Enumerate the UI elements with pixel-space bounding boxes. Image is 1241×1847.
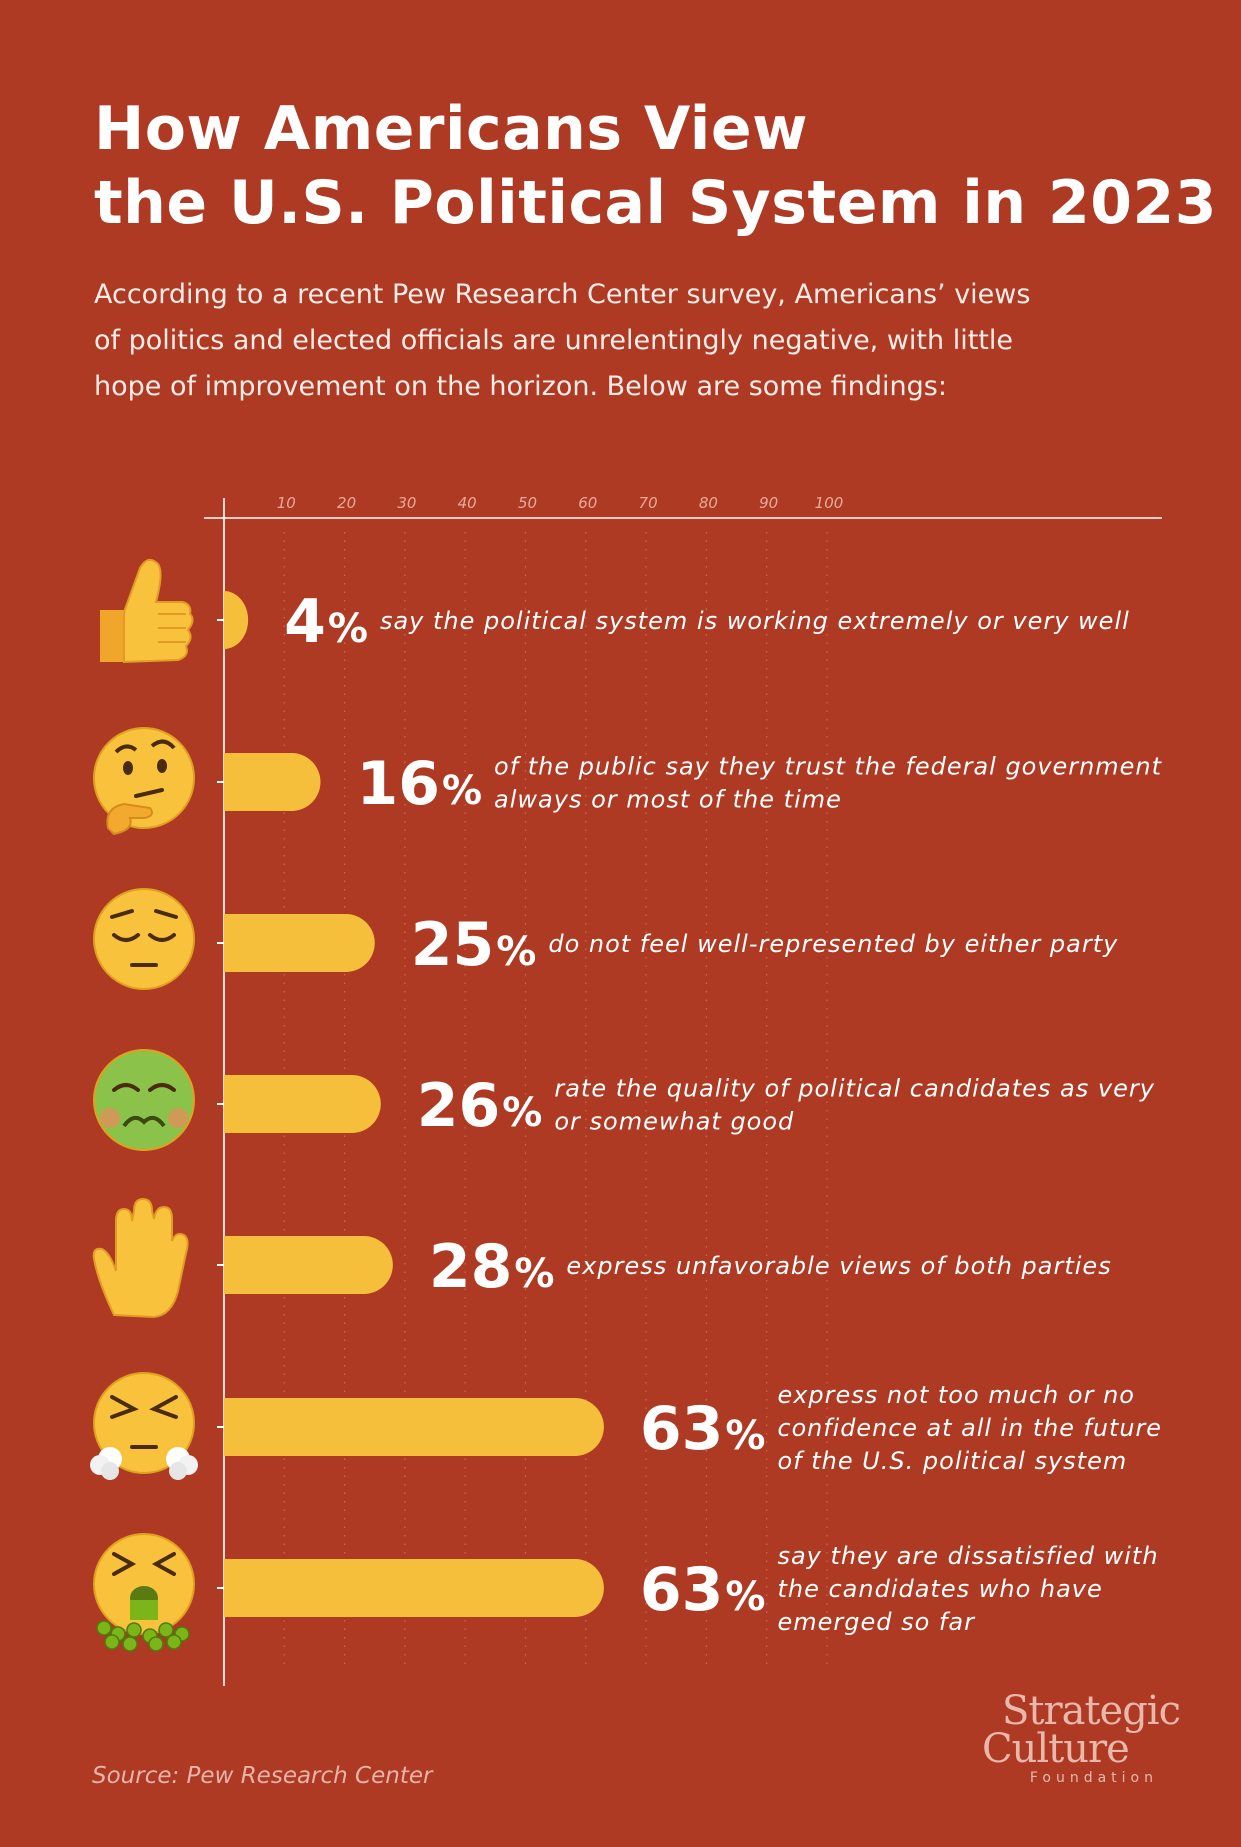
strategic-culture-logo: Strategic Culture Foundation [982,1688,1181,1786]
grid-layer [283,532,828,1666]
row-description: always or most of the time [494,786,842,814]
rows-layer: 4% say the political system is working ex… [90,558,1163,1652]
bar [224,1236,393,1294]
x-tick-label-20: 20 [337,494,356,512]
x-tick-label-50: 50 [518,494,537,512]
vomiting-face-icon [93,1533,195,1652]
bar-row-6: 63% express not too much or no confidence … [90,1372,1162,1480]
row-description: say they are dissatisfied with [777,1542,1158,1570]
x-tick-label-10: 10 [277,494,296,512]
x-tick-label-70: 70 [639,494,658,512]
row-description: do not feel well-represented by either p… [548,930,1118,958]
x-tick-label-30: 30 [397,494,416,512]
value-label: 25% [411,910,537,980]
row-description: express not too much or no [777,1381,1135,1409]
bar-row-1: 4% say the political system is working ex… [100,558,1130,664]
value-label: 16% [356,749,482,819]
raised-hand-icon [92,1197,189,1319]
x-tick-label-90: 90 [759,494,778,512]
thumbs-up-icon [100,558,194,664]
page-title: How Americans View the U.S. Political Sy… [94,92,1217,240]
bar-row-4: 26% rate the quality of political candida… [93,1049,1155,1151]
bar [224,1559,604,1617]
value-label: 4% [284,587,368,657]
x-tick-label-40: 40 [458,494,477,512]
value-label: 28% [429,1232,555,1302]
value-label: 26% [417,1071,543,1141]
row-description: emerged so far [777,1608,976,1636]
logo-word-culture: Culture [982,1726,1130,1772]
intro-line-2: of politics and elected officials are un… [94,325,1014,356]
bar-row-7: 63% say they are dissatisfied with the can… [93,1533,1158,1652]
bar [224,914,375,972]
x-tick-label-100: 100 [815,494,844,512]
bar [224,753,321,811]
thinking-face-icon [93,727,195,836]
pensive-face-icon [93,888,195,990]
nauseated-face-icon [93,1049,195,1151]
intro-line-3: hope of improvement on the horizon. Belo… [94,371,947,402]
huffing-face-icon [90,1372,198,1480]
row-description: express unfavorable views of both partie… [566,1252,1111,1280]
value-label: 63% [640,1555,766,1625]
row-description: of the public say they trust the federal… [494,753,1163,781]
bar-row-5: 28% express unfavorable views of both par… [92,1197,1111,1319]
row-description: the candidates who have [777,1575,1102,1603]
bar [224,591,249,649]
bar-row-2: 16% of the public say they trust the fede… [93,727,1163,836]
row-description: or somewhat good [554,1108,794,1136]
x-tick-label-60: 60 [578,494,597,512]
bar [224,1075,381,1133]
row-description: confidence at all in the future [777,1414,1162,1442]
bar-row-3: 25% do not feel well-represented by eithe… [93,888,1118,990]
row-description: rate the quality of political candidates… [554,1075,1155,1103]
row-description: say the political system is working extr… [380,607,1130,635]
title-line-1: How Americans View [94,94,808,164]
logo-word-foundation: Foundation [1029,1770,1158,1786]
value-label: 63% [640,1394,766,1464]
intro-text: According to a recent Pew Research Cente… [94,272,1174,410]
x-tick-label-80: 80 [699,494,718,512]
row-description: of the U.S. political system [777,1447,1127,1475]
intro-line-1: According to a recent Pew Research Cente… [94,279,1031,310]
logo-word-strategic: Strategic [1002,1688,1181,1734]
source-note: Source: Pew Research Center [92,1763,433,1789]
title-line-2: the U.S. Political System in 2023 [94,168,1217,238]
bar [224,1398,604,1456]
